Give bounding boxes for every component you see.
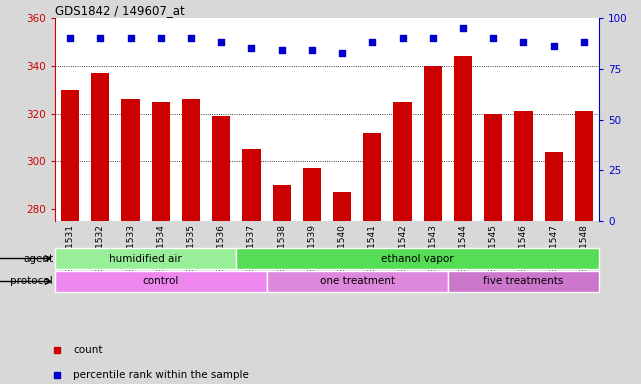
Text: count: count — [73, 345, 103, 355]
Text: ethanol vapor: ethanol vapor — [381, 253, 454, 263]
Point — [65, 35, 75, 41]
Point — [428, 35, 438, 41]
Bar — [484, 114, 503, 221]
Point — [519, 39, 529, 45]
Bar — [454, 56, 472, 221]
Bar — [122, 99, 140, 221]
Bar — [267, 271, 448, 292]
Point — [579, 39, 589, 45]
Bar — [394, 102, 412, 221]
Point — [246, 45, 256, 51]
Text: percentile rank within the sample: percentile rank within the sample — [73, 370, 249, 380]
Bar — [333, 192, 351, 221]
Point — [216, 39, 226, 45]
Bar — [237, 248, 599, 269]
Point — [488, 35, 498, 41]
Point — [96, 35, 106, 41]
Point — [397, 35, 408, 41]
Point — [276, 47, 287, 53]
Bar — [212, 116, 230, 221]
Point — [186, 35, 196, 41]
Bar — [514, 111, 533, 221]
Bar — [545, 152, 563, 221]
Text: protocol: protocol — [10, 276, 53, 286]
Bar — [303, 169, 321, 221]
Point — [337, 50, 347, 56]
Bar — [61, 89, 79, 221]
Bar — [91, 73, 110, 221]
Bar — [424, 66, 442, 221]
Point — [126, 35, 136, 41]
Bar — [272, 185, 291, 221]
Text: GDS1842 / 149607_at: GDS1842 / 149607_at — [55, 4, 185, 17]
Point — [458, 25, 468, 31]
Bar — [363, 132, 381, 221]
Point — [367, 39, 378, 45]
Text: humidified air: humidified air — [110, 253, 182, 263]
Text: one treatment: one treatment — [320, 276, 395, 286]
Bar — [182, 99, 200, 221]
Point — [307, 47, 317, 53]
Bar — [55, 248, 237, 269]
Bar — [152, 102, 170, 221]
Text: control: control — [142, 276, 179, 286]
Bar — [242, 149, 260, 221]
Bar — [55, 271, 267, 292]
Point — [549, 43, 559, 50]
Text: agent: agent — [23, 253, 53, 263]
Text: five treatments: five treatments — [483, 276, 563, 286]
Bar — [575, 111, 593, 221]
Point — [156, 35, 166, 41]
Bar — [448, 271, 599, 292]
